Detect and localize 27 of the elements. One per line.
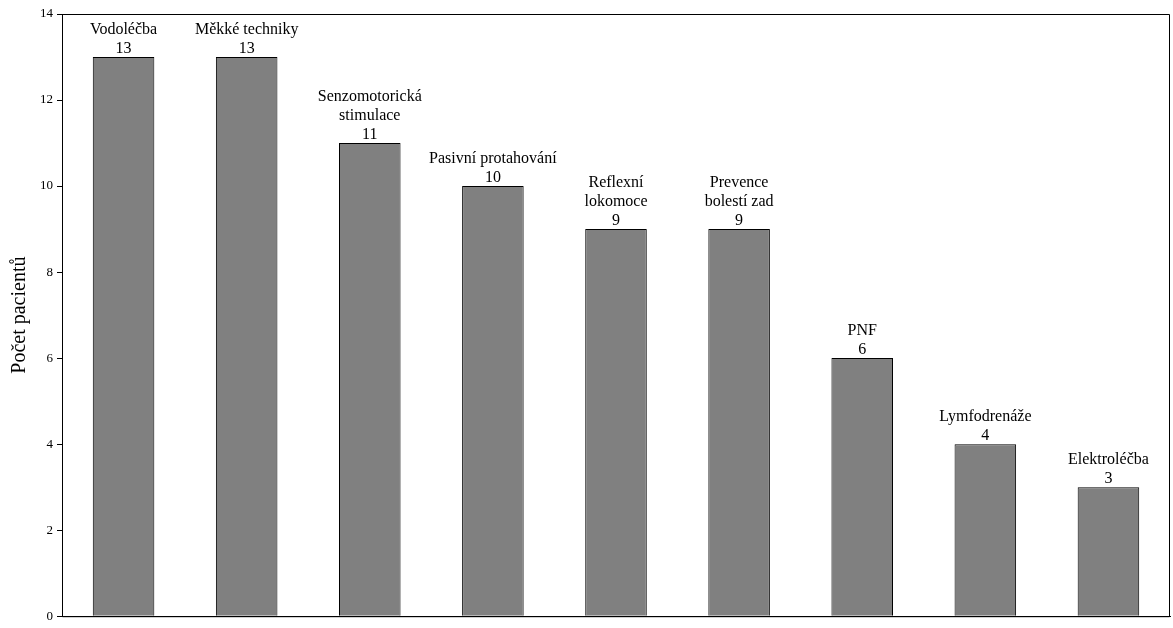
x-tick-label: PNF bbox=[847, 321, 877, 339]
data-label: 9 bbox=[735, 211, 744, 229]
data-label: 9 bbox=[612, 211, 620, 229]
y-tick-label: 8 bbox=[46, 263, 53, 279]
y-tick-label: 14 bbox=[40, 5, 54, 21]
x-tick-label: Měkké techniky bbox=[194, 20, 299, 39]
y-tick-label: 10 bbox=[40, 177, 53, 193]
y-tick-label: 6 bbox=[46, 349, 54, 365]
y-tick-label: 2 bbox=[46, 521, 53, 537]
data-label: 13 bbox=[238, 39, 255, 57]
data-label: 11 bbox=[362, 125, 378, 143]
y-tick-label: 4 bbox=[46, 435, 54, 451]
x-tick-label: Lymfodrenáže bbox=[939, 407, 1032, 426]
data-label: 6 bbox=[858, 340, 867, 358]
x-tick-label: Senzomotorická stimulace bbox=[317, 87, 422, 124]
x-tick-label: Elektroléčba bbox=[1068, 450, 1149, 468]
x-tick-label: Pasivní protahování bbox=[429, 149, 558, 168]
y-axis-title: Počet pacientů bbox=[7, 256, 31, 374]
x-tick-label: Vodoléčba bbox=[89, 20, 158, 38]
y-tick-label: 12 bbox=[40, 91, 53, 107]
x-tick-label: Prevence bolestí zad bbox=[704, 173, 774, 210]
data-label: 4 bbox=[981, 426, 990, 444]
data-label: 10 bbox=[484, 168, 501, 186]
data-label: 3 bbox=[1104, 469, 1113, 487]
data-label: 13 bbox=[115, 39, 132, 57]
x-tick-label: Reflexní lokomoce bbox=[584, 173, 648, 210]
y-tick-label: 0 bbox=[46, 607, 53, 623]
